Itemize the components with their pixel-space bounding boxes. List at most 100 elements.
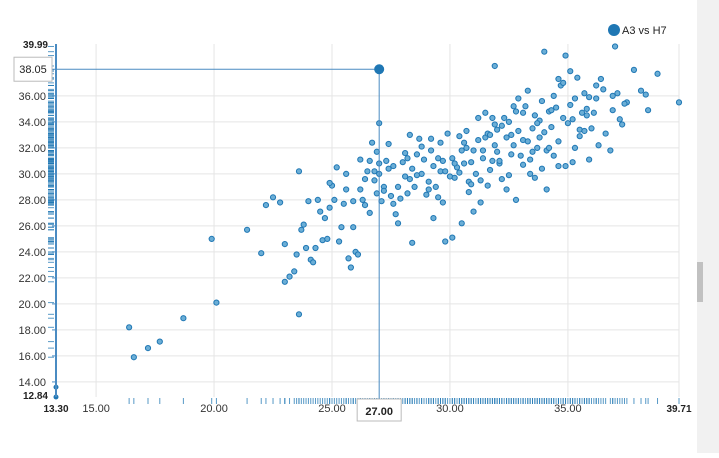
data-point[interactable]	[486, 166, 494, 174]
data-point[interactable]	[581, 127, 588, 135]
data-point[interactable]	[611, 43, 619, 50]
data-point[interactable]	[451, 160, 458, 167]
data-point[interactable]	[442, 168, 449, 175]
data-point[interactable]	[444, 130, 451, 137]
data-point[interactable]	[359, 196, 366, 203]
data-point[interactable]	[420, 156, 428, 163]
data-point[interactable]	[472, 170, 479, 177]
data-point[interactable]	[595, 142, 602, 149]
data-point[interactable]	[449, 234, 456, 241]
data-point[interactable]	[536, 134, 543, 141]
data-point[interactable]	[548, 107, 555, 114]
data-point[interactable]	[350, 198, 357, 205]
data-point[interactable]	[460, 139, 468, 146]
data-point[interactable]	[409, 165, 416, 172]
data-point[interactable]	[465, 188, 472, 196]
data-point[interactable]	[425, 186, 432, 193]
data-point[interactable]	[527, 156, 534, 163]
data-point[interactable]	[286, 273, 293, 280]
data-point[interactable]	[439, 199, 446, 206]
data-point[interactable]	[416, 135, 423, 142]
data-point[interactable]	[534, 120, 541, 127]
data-point[interactable]	[409, 239, 416, 246]
data-point[interactable]	[258, 250, 265, 257]
data-point[interactable]	[501, 114, 508, 122]
data-point[interactable]	[394, 183, 402, 190]
data-point[interactable]	[324, 235, 331, 242]
data-point[interactable]	[541, 129, 548, 136]
data-point[interactable]	[298, 226, 305, 233]
data-point[interactable]	[515, 127, 522, 135]
data-point[interactable]	[451, 174, 458, 181]
data-point[interactable]	[361, 175, 369, 183]
data-point[interactable]	[583, 105, 590, 112]
data-point[interactable]	[491, 142, 498, 149]
data-point[interactable]	[496, 157, 503, 164]
data-point[interactable]	[543, 186, 550, 193]
data-point[interactable]	[458, 147, 465, 154]
data-point[interactable]	[432, 183, 439, 190]
data-point[interactable]	[310, 259, 317, 266]
data-point[interactable]	[435, 155, 442, 162]
data-point[interactable]	[494, 126, 501, 133]
data-point[interactable]	[373, 190, 380, 197]
data-point[interactable]	[390, 200, 397, 207]
data-point[interactable]	[479, 147, 487, 154]
data-point[interactable]	[607, 147, 614, 154]
data-point[interactable]	[423, 191, 430, 198]
data-point[interactable]	[468, 159, 475, 166]
data-point[interactable]	[333, 164, 340, 171]
data-point[interactable]	[619, 121, 626, 128]
data-point[interactable]	[343, 186, 350, 193]
data-point[interactable]	[550, 92, 557, 99]
data-point[interactable]	[413, 172, 421, 179]
data-point[interactable]	[269, 194, 277, 201]
data-point[interactable]	[560, 114, 567, 122]
data-point[interactable]	[326, 179, 333, 187]
data-point[interactable]	[541, 48, 548, 55]
data-point[interactable]	[555, 162, 562, 170]
data-point[interactable]	[616, 116, 623, 123]
data-point[interactable]	[437, 139, 444, 146]
data-point[interactable]	[317, 208, 324, 215]
data-point[interactable]	[512, 196, 520, 203]
data-point[interactable]	[644, 107, 652, 114]
legend-label[interactable]: A3 vs H7	[622, 25, 667, 37]
data-point[interactable]	[435, 194, 442, 201]
data-point[interactable]	[425, 178, 432, 185]
data-point[interactable]	[277, 199, 284, 206]
data-point[interactable]	[489, 157, 496, 164]
data-point[interactable]	[538, 165, 546, 172]
data-point[interactable]	[281, 278, 288, 285]
data-point[interactable]	[373, 148, 380, 155]
data-point[interactable]	[567, 68, 574, 75]
data-point[interactable]	[512, 108, 520, 115]
data-point[interactable]	[213, 299, 220, 306]
data-point[interactable]	[371, 177, 378, 184]
data-point[interactable]	[477, 177, 484, 184]
data-point[interactable]	[427, 135, 435, 142]
vertical-scrollbar[interactable]	[697, 0, 719, 453]
data-point[interactable]	[505, 172, 513, 179]
data-point[interactable]	[383, 157, 390, 164]
data-point[interactable]	[529, 125, 536, 132]
data-point[interactable]	[562, 162, 569, 170]
data-point[interactable]	[314, 196, 321, 203]
data-point[interactable]	[350, 224, 357, 231]
data-point[interactable]	[602, 130, 609, 137]
data-point[interactable]	[552, 104, 560, 111]
data-point[interactable]	[406, 131, 413, 138]
data-point[interactable]	[406, 175, 413, 183]
data-point[interactable]	[576, 133, 583, 140]
data-point[interactable]	[555, 75, 562, 83]
data-point[interactable]	[430, 162, 437, 170]
data-point[interactable]	[399, 159, 406, 166]
data-point[interactable]	[411, 183, 418, 190]
data-point[interactable]	[321, 214, 329, 222]
data-point[interactable]	[208, 235, 215, 242]
data-point[interactable]	[366, 209, 373, 216]
data-point[interactable]	[491, 62, 498, 70]
data-point[interactable]	[578, 109, 586, 116]
data-point[interactable]	[385, 165, 392, 172]
data-point[interactable]	[463, 127, 470, 135]
